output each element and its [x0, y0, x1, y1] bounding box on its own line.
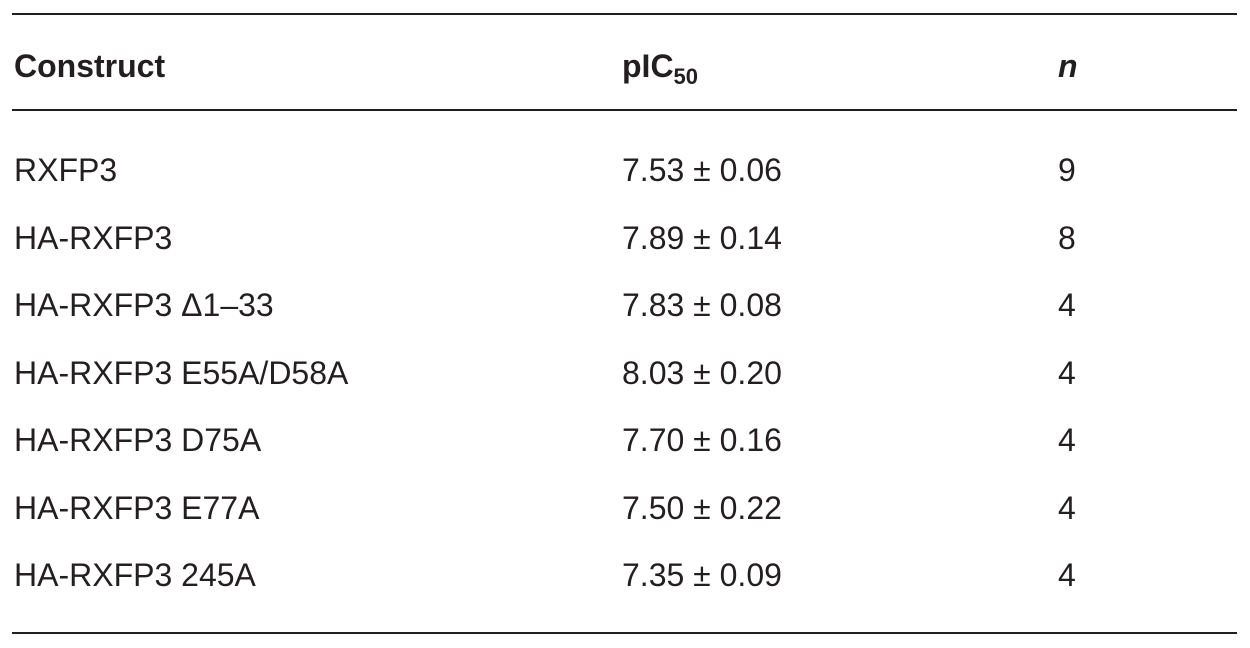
table-cell: 9 — [1058, 152, 1076, 188]
table-cell: RXFP3 — [14, 152, 118, 188]
header-text: Construct — [14, 48, 166, 84]
table-cell: 4 — [1058, 489, 1076, 526]
header-cell: Construct — [14, 46, 165, 86]
header-rule — [12, 109, 1237, 111]
table-cell: HA-RXFP3 245A — [14, 557, 256, 593]
table-cell: HA-RXFP3 — [14, 219, 173, 256]
top-rule — [12, 13, 1237, 15]
header-subscript: 50 — [673, 64, 699, 89]
table-cell: HA-RXFP3 D75A — [14, 422, 262, 458]
table-cell: 4 — [1058, 557, 1076, 593]
table-cell: 7.35 ± 0.09 — [622, 557, 782, 593]
header-text: n — [1058, 48, 1078, 84]
table-cell: 4 — [1058, 354, 1076, 391]
table-cell: HA-RXFP3 Δ1–33 — [14, 287, 274, 323]
table-cell: 7.70 ± 0.16 — [622, 422, 782, 458]
table-cell: 4 — [1058, 422, 1076, 458]
header-cell: n — [1058, 46, 1078, 86]
bottom-rule — [12, 632, 1237, 634]
header-text: pIC — [622, 48, 674, 84]
table-cell: HA-RXFP3 E55A/D58A — [14, 354, 349, 391]
table-cell: 7.83 ± 0.08 — [622, 287, 782, 323]
table-cell: 7.89 ± 0.14 — [622, 219, 782, 256]
table-cell: 7.53 ± 0.06 — [622, 152, 782, 188]
table-cell: 8.03 ± 0.20 — [622, 354, 782, 391]
table-cell: 8 — [1058, 219, 1076, 256]
header-cell: pIC50 — [622, 46, 699, 89]
table-cell: HA-RXFP3 E77A — [14, 489, 260, 526]
table-cell: 4 — [1058, 287, 1076, 323]
table-cell: 7.50 ± 0.22 — [622, 489, 782, 526]
